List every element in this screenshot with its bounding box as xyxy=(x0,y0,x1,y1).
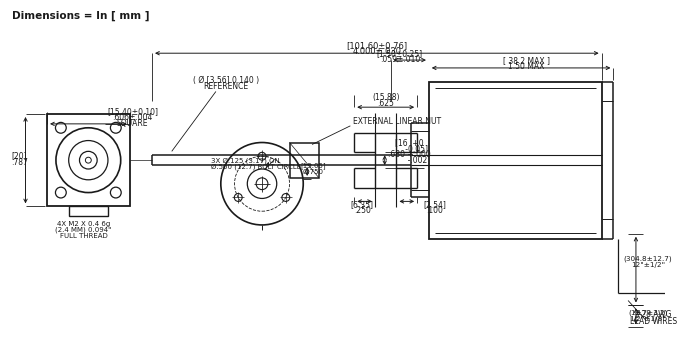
Bar xyxy=(47,114,129,206)
Text: 4X M2 X 0.4 6g: 4X M2 X 0.4 6g xyxy=(57,221,110,227)
Text: (2.4 MM) 0.094": (2.4 MM) 0.094" xyxy=(56,226,112,233)
Text: ( Ø [3.56] 0.140 ): ( Ø [3.56] 0.140 ) xyxy=(193,76,259,85)
Text: 12"±1/2": 12"±1/2" xyxy=(631,262,664,268)
Text: REFERENCE: REFERENCE xyxy=(203,82,248,91)
Text: [19.05]: [19.05] xyxy=(300,163,326,170)
Text: [6.35]: [6.35] xyxy=(351,200,374,209)
Text: .625: .625 xyxy=(377,99,394,108)
Text: EXTERNAL LINEAR NUT: EXTERNAL LINEAR NUT xyxy=(353,117,441,126)
Text: -0.05]: -0.05] xyxy=(391,144,428,153)
Text: (12.7±3.2): (12.7±3.2) xyxy=(628,309,667,316)
Text: .630 +.000: .630 +.000 xyxy=(388,150,431,159)
Text: [16  +0: [16 +0 xyxy=(395,138,424,147)
Text: Ø.750: Ø.750 xyxy=(302,169,323,175)
Text: 1/2"±1/8": 1/2"±1/8" xyxy=(629,316,666,322)
Text: 1.50 MAX: 1.50 MAX xyxy=(508,62,544,72)
Text: 4.000±.030: 4.000±.030 xyxy=(353,47,401,56)
Text: .100: .100 xyxy=(426,206,443,215)
Text: Ø.500 (12.7) BOLT CIRCLE: Ø.500 (12.7) BOLT CIRCLE xyxy=(211,164,301,171)
Text: (304.8±12.7): (304.8±12.7) xyxy=(623,255,672,262)
Text: Dimensions = In [ mm ]: Dimensions = In [ mm ] xyxy=(12,11,149,21)
Text: .059±.010: .059±.010 xyxy=(380,55,420,64)
Bar xyxy=(429,82,601,239)
Text: [15.40±0.10]: [15.40±0.10] xyxy=(107,107,158,117)
Text: .250: .250 xyxy=(354,206,371,215)
Bar xyxy=(290,142,319,178)
Text: FULL THREAD: FULL THREAD xyxy=(60,233,107,239)
Text: .606±.004: .606±.004 xyxy=(113,114,153,122)
Text: -.002: -.002 xyxy=(391,156,427,165)
Text: .787: .787 xyxy=(12,158,28,167)
Text: [1.50±0.25]: [1.50±0.25] xyxy=(377,49,423,58)
Text: LEAD WIRES: LEAD WIRES xyxy=(630,317,677,326)
Text: [20]: [20] xyxy=(12,151,27,160)
Text: [ 38.2 MAX ]: [ 38.2 MAX ] xyxy=(502,57,549,65)
Text: (15.88): (15.88) xyxy=(372,93,399,102)
Text: SQUARE: SQUARE xyxy=(117,119,148,128)
Text: #28 AWG: #28 AWG xyxy=(635,310,672,319)
Text: [101.60±0.76]: [101.60±0.76] xyxy=(346,41,407,50)
Bar xyxy=(68,206,108,216)
Text: [2.54]: [2.54] xyxy=(423,200,446,209)
Text: 3X Ø.125 (3.17) ON: 3X Ø.125 (3.17) ON xyxy=(211,158,280,164)
